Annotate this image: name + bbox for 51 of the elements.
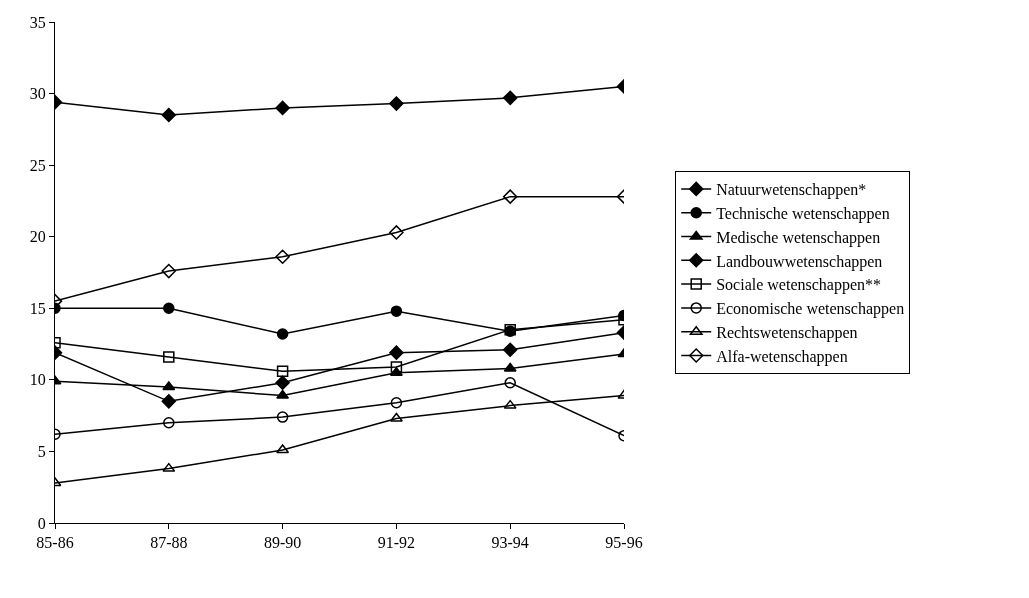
point bbox=[276, 365, 289, 378]
point bbox=[275, 375, 290, 390]
legend-label: Landbouwwetenschappen bbox=[716, 252, 883, 271]
point bbox=[504, 376, 516, 389]
y-tick-label: 35 bbox=[29, 13, 46, 31]
point bbox=[389, 96, 404, 111]
legend-label: Medische wetenschappen bbox=[716, 228, 881, 247]
point bbox=[390, 397, 403, 409]
legend-label: Natuurwetenschappen* bbox=[716, 181, 867, 200]
point bbox=[390, 305, 403, 317]
x-tick-label: 95-96 bbox=[605, 534, 643, 552]
point bbox=[389, 225, 404, 240]
x-tick-label: 93-94 bbox=[491, 534, 529, 552]
x-tick-label: 87-88 bbox=[150, 534, 188, 552]
point bbox=[161, 107, 177, 123]
y-tick-label: 25 bbox=[29, 156, 46, 174]
point bbox=[163, 351, 175, 363]
point bbox=[275, 100, 290, 116]
y-tick-label: 5 bbox=[37, 443, 46, 461]
y-tick-label: 20 bbox=[29, 228, 46, 246]
point bbox=[503, 362, 517, 372]
legend-label: Rechtswetenschappen bbox=[716, 323, 858, 342]
point bbox=[502, 342, 518, 358]
x-tick-label: 89-90 bbox=[263, 534, 302, 552]
legend-label: Technische wetenschappen bbox=[716, 204, 890, 223]
y-tick-label: 10 bbox=[29, 371, 46, 389]
legend-label: Economische wetenschappen bbox=[716, 300, 905, 319]
y-tick-label: 30 bbox=[29, 85, 46, 103]
point bbox=[276, 389, 290, 399]
x-tick-label: 91-92 bbox=[377, 534, 416, 552]
point bbox=[389, 412, 403, 422]
point bbox=[162, 381, 176, 391]
y-tick-label: 0 bbox=[37, 514, 46, 532]
point bbox=[163, 302, 175, 315]
point bbox=[390, 361, 403, 373]
point bbox=[161, 263, 177, 279]
point bbox=[163, 417, 175, 429]
y-tick-label: 15 bbox=[29, 299, 46, 317]
point bbox=[275, 249, 290, 264]
point bbox=[276, 444, 290, 454]
legend-label: Alfa-wetenschappen bbox=[716, 347, 848, 366]
point bbox=[503, 399, 517, 409]
point bbox=[162, 462, 176, 472]
point bbox=[276, 411, 289, 423]
point bbox=[502, 189, 518, 204]
point bbox=[276, 328, 289, 340]
point bbox=[161, 394, 177, 409]
point bbox=[389, 345, 404, 360]
x-tick-label: 85-86 bbox=[36, 534, 74, 552]
legend-label: Sociale wetenschappen** bbox=[716, 276, 882, 295]
point bbox=[502, 90, 518, 106]
